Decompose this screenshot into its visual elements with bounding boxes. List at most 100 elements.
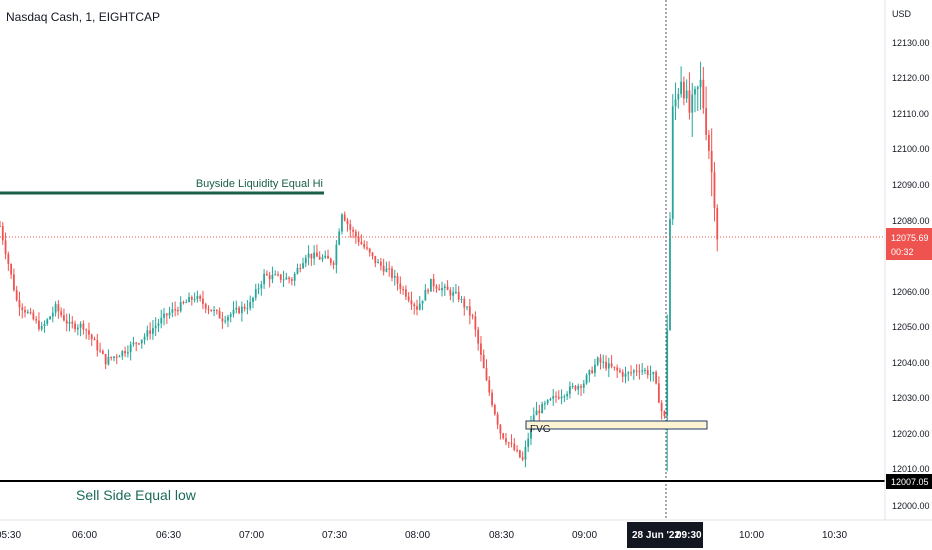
candle-body (235, 307, 238, 310)
candle-body (85, 329, 88, 331)
candle-body (193, 299, 196, 301)
candle-body (482, 354, 485, 369)
sellside-price-tag (886, 474, 932, 489)
candle-body (129, 344, 132, 353)
candle-body (694, 89, 696, 95)
candle-body (293, 273, 296, 281)
candle-body (118, 356, 121, 358)
fvg-box[interactable] (525, 420, 708, 430)
candle-body (310, 253, 313, 259)
candle-body (619, 370, 621, 372)
candle-body (671, 106, 674, 220)
candle-body (218, 310, 221, 319)
candle-body (154, 325, 157, 329)
candle-body (104, 354, 107, 365)
candle-body (710, 150, 713, 173)
candle-body (240, 306, 243, 314)
candle-body (708, 134, 710, 151)
candle-body (594, 364, 596, 373)
candle-body (635, 370, 638, 372)
price-tick-label: 12020.00 (892, 429, 930, 439)
candle-body (321, 257, 324, 260)
candle-body (410, 300, 413, 305)
candle-body (468, 306, 471, 316)
candle-body (146, 330, 149, 337)
candle-body (685, 90, 688, 99)
candle-body (249, 301, 252, 309)
candle-body (99, 350, 101, 352)
candle-body (349, 224, 352, 230)
candle-body (160, 317, 163, 324)
candle-body (46, 319, 49, 324)
candle-body (560, 396, 563, 399)
candle-body (182, 302, 185, 304)
candle-body (252, 297, 254, 302)
candle-body (552, 396, 555, 399)
candle-body (232, 309, 235, 315)
candle-body (649, 374, 652, 376)
candle-body (285, 277, 288, 280)
candle-body (527, 438, 530, 447)
candle-body (580, 386, 582, 388)
price-tick-label: 12090.00 (892, 180, 930, 190)
candle-body (327, 255, 329, 259)
candle-body (621, 371, 624, 377)
candle-body (101, 350, 104, 355)
candle-body (480, 343, 482, 355)
candle-body (541, 403, 543, 414)
candle-body (90, 334, 93, 340)
candle-body (332, 262, 335, 265)
candle-body (688, 90, 691, 113)
candle-body (49, 316, 51, 320)
candle-body (35, 319, 38, 321)
candle-body (149, 330, 152, 334)
candle-body (605, 361, 607, 369)
time-axis[interactable] (0, 520, 932, 550)
time-tick-label: 09:00 (572, 530, 597, 541)
candle-body (185, 302, 188, 304)
candle-body (524, 446, 527, 460)
candle-body (677, 94, 680, 100)
candle-body (271, 274, 274, 280)
candle-body (674, 99, 677, 107)
candle-body (374, 255, 377, 264)
candle-body (549, 398, 552, 400)
candle-body (132, 342, 135, 345)
candle-body (177, 309, 179, 312)
price-tick-label: 12060.00 (892, 287, 930, 297)
candle-body (624, 373, 627, 377)
candle-body (302, 263, 304, 269)
candle-body (413, 304, 416, 307)
candle-body (535, 410, 538, 416)
candle-body (74, 323, 76, 330)
candle-body (424, 289, 427, 301)
candle-body (510, 442, 513, 444)
plot-area[interactable] (0, 0, 885, 520)
candle-body (13, 274, 15, 291)
candle-body (716, 207, 719, 240)
candle-body (10, 263, 13, 275)
candle-body (221, 318, 224, 322)
buyside-liquidity-label: Buyside Liquidity Equal Hi (196, 178, 323, 190)
crosshair-time: 09:30 (676, 530, 702, 541)
candle-body (532, 415, 535, 424)
candle-body (507, 442, 510, 444)
candle-body (157, 323, 160, 326)
candle-body (393, 276, 396, 278)
candle-body (196, 295, 199, 300)
candle-body (179, 302, 182, 312)
candle-body (513, 443, 516, 450)
candle-body (254, 289, 257, 298)
candle-body (574, 386, 577, 390)
candle-body (363, 244, 366, 248)
candle-body (96, 340, 99, 351)
candle-body (430, 278, 432, 292)
candle-body (555, 396, 557, 398)
candle-body (521, 457, 524, 460)
candle-body (165, 313, 168, 316)
candle-body (188, 296, 190, 303)
candle-body (15, 290, 18, 301)
candle-body (115, 356, 118, 358)
